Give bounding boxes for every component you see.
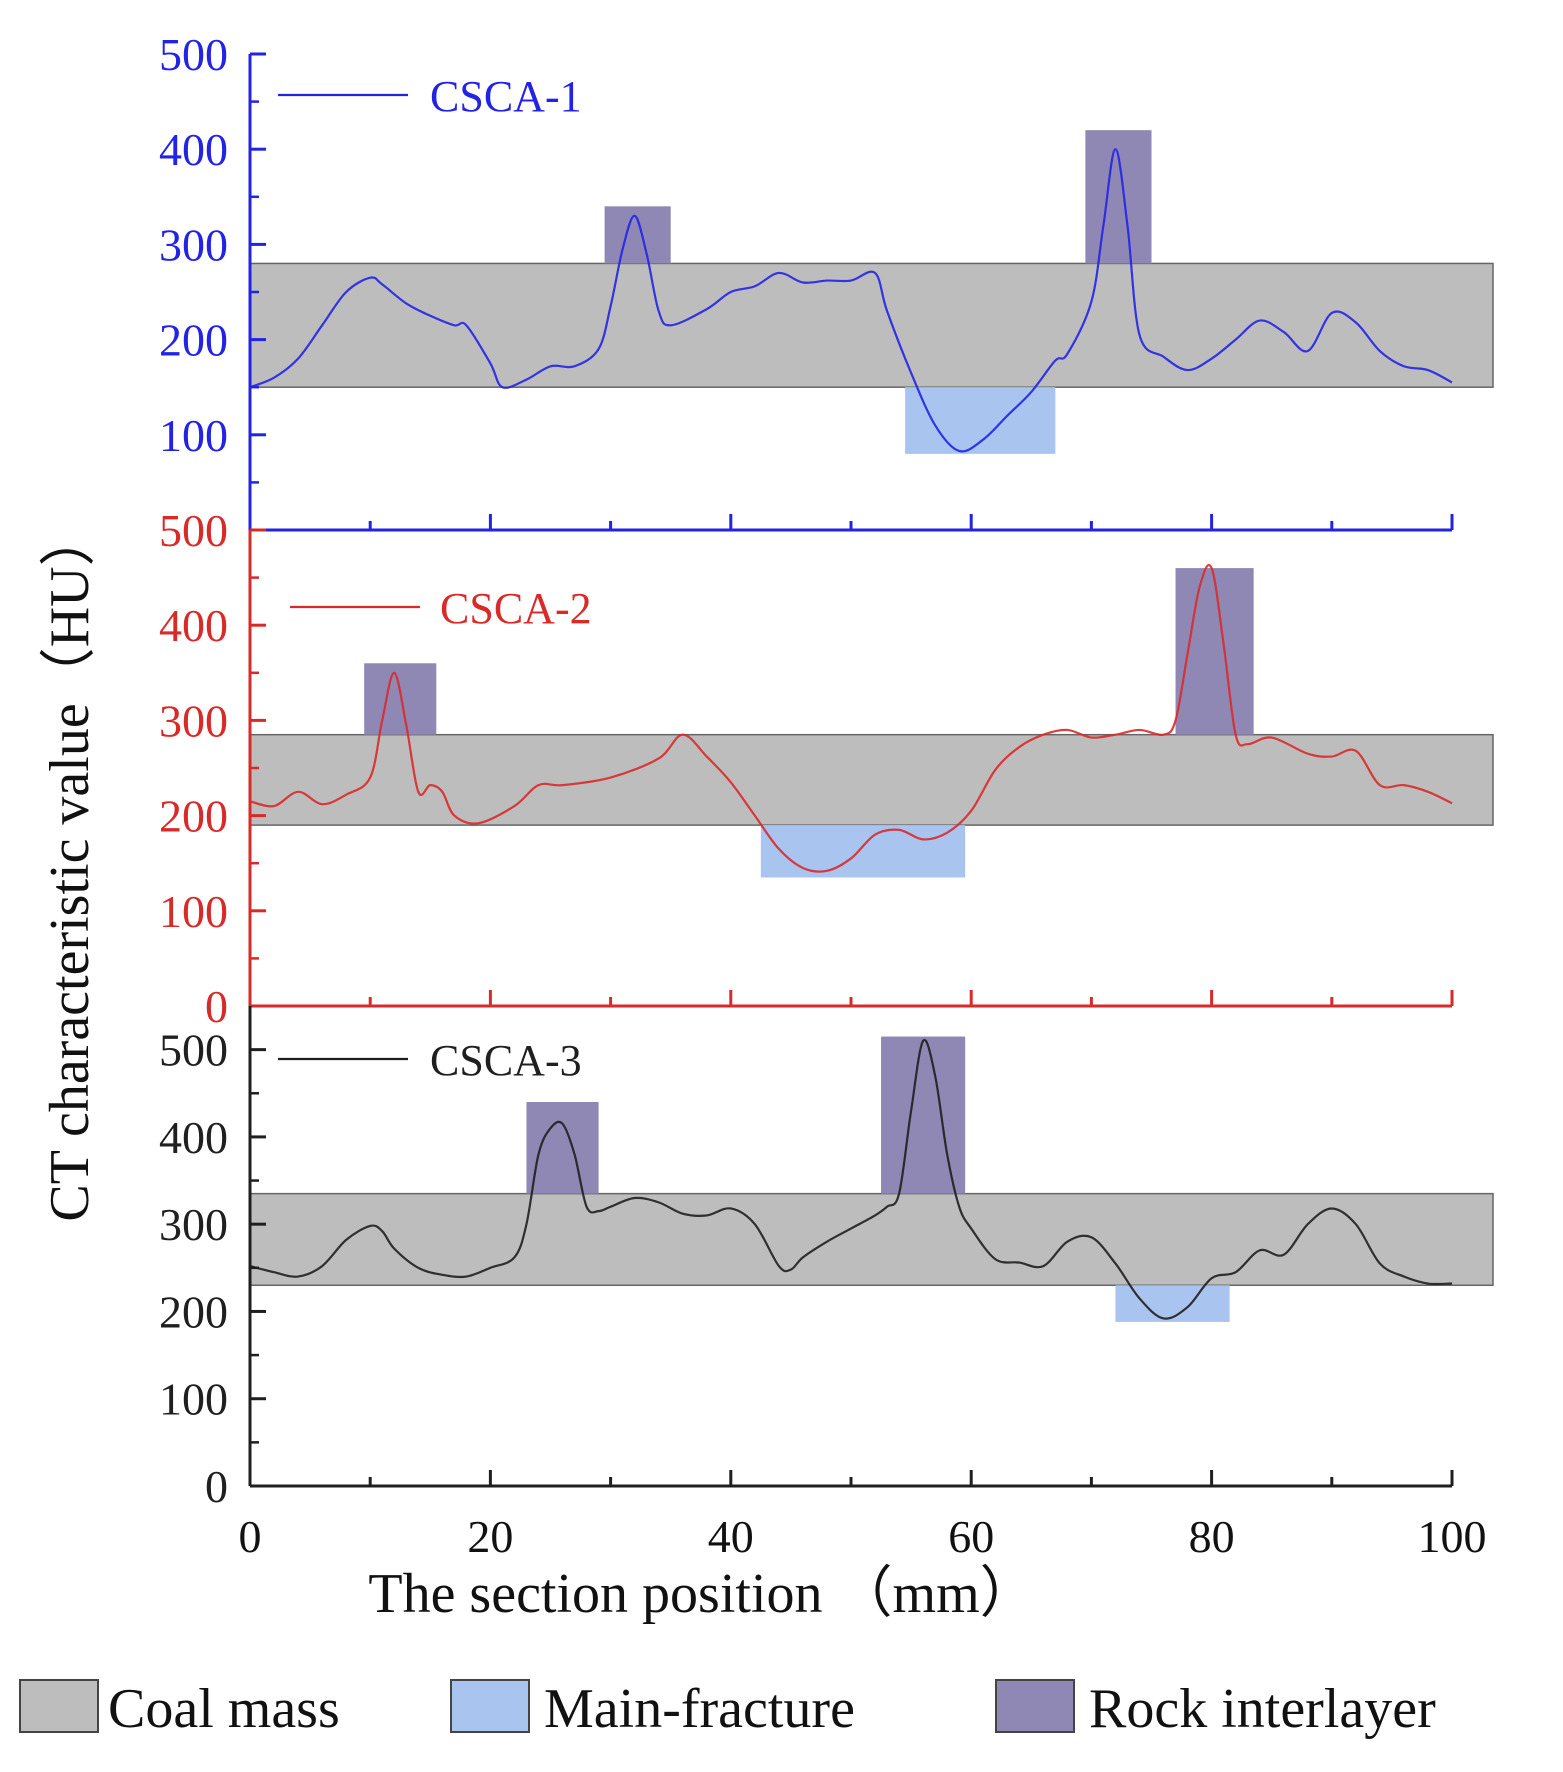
csca-1-band-main-fracture-1 <box>905 387 1056 454</box>
legend-swatch-coal-mass <box>19 1679 99 1733</box>
csca-2-y-tick-label: 300 <box>159 695 228 746</box>
csca-2-y-tick-label: 200 <box>159 791 228 842</box>
x-tick-label: 100 <box>1418 1511 1487 1562</box>
csca-1-y-tick-label: 200 <box>159 315 228 366</box>
csca-3-y-tick-label: 300 <box>159 1199 228 1250</box>
x-tick-label: 80 <box>1189 1511 1235 1562</box>
csca-2-band-main-fracture-1 <box>760 825 966 878</box>
csca-1-legend-label: CSCA-1 <box>430 72 582 121</box>
csca-3-legend-label: CSCA-3 <box>430 1036 582 1085</box>
csca-1-y-tick-label: 400 <box>159 124 228 175</box>
csca-1-y-tick-label: 300 <box>159 219 228 270</box>
csca-1-y-tick-label: 100 <box>159 410 228 461</box>
legend-label-rock-interlayer: Rock interlayer <box>1089 1678 1436 1740</box>
x-tick-label: 20 <box>467 1511 513 1562</box>
csca-1-y-tick-label: 500 <box>159 29 228 80</box>
csca-3-y-tick-label: 100 <box>159 1374 228 1425</box>
x-axis-title: The section position （mm） <box>368 1563 1035 1625</box>
csca-2-y-tick-label: 100 <box>159 886 228 937</box>
csca-2-y-tick-label: 400 <box>159 600 228 651</box>
band-legend: Coal mass Main-fracture Rock interlayer <box>19 1678 1436 1740</box>
csca-2-y-tick-label: 500 <box>159 505 228 556</box>
csca-3-y-tick-label: 400 <box>159 1112 228 1163</box>
legend-swatch-main-fracture <box>450 1679 530 1733</box>
y-axis-title: CT characteristic value（HU） <box>39 510 101 1221</box>
x-tick-label: 60 <box>948 1511 994 1562</box>
csca-2-series-line <box>249 563 1453 873</box>
x-tick-label: 0 <box>239 1511 262 1562</box>
csca-3-series-line <box>249 1038 1453 1320</box>
csca-3-band-rock-interlayer-2 <box>526 1102 599 1194</box>
legend-label-main-fracture: Main-fracture <box>544 1678 855 1740</box>
csca-3-y-tick-label: 500 <box>159 1025 228 1076</box>
csca-3-y-tick-label: 200 <box>159 1286 228 1337</box>
csca-2-band-rock-interlayer-2 <box>364 663 437 735</box>
csca-2-band-coal-mass-0 <box>249 733 1494 826</box>
csca-1-band-coal-mass-0 <box>249 262 1494 388</box>
bands-layer <box>249 130 1494 1322</box>
csca-3-band-rock-interlayer-3 <box>881 1036 966 1194</box>
legend-swatch-rock-interlayer <box>995 1679 1075 1733</box>
csca-3-y-tick-label: 0 <box>205 1461 228 1512</box>
csca-2-legend-label: CSCA-2 <box>440 584 592 633</box>
csca-1-series-line <box>249 148 1453 453</box>
axes-layer: CSCA-1500400300200100CSCA-25004003002001… <box>159 29 1487 1562</box>
csca-2-y-tick-label: 0 <box>205 981 228 1032</box>
legend-label-coal-mass: Coal mass <box>108 1678 340 1740</box>
csca-1-band-rock-interlayer-3 <box>1085 130 1152 264</box>
csca-1-band-rock-interlayer-2 <box>604 206 671 264</box>
x-tick-label: 40 <box>708 1511 754 1562</box>
lines-layer <box>249 148 1453 1320</box>
csca-3-band-coal-mass-0 <box>249 1192 1494 1287</box>
